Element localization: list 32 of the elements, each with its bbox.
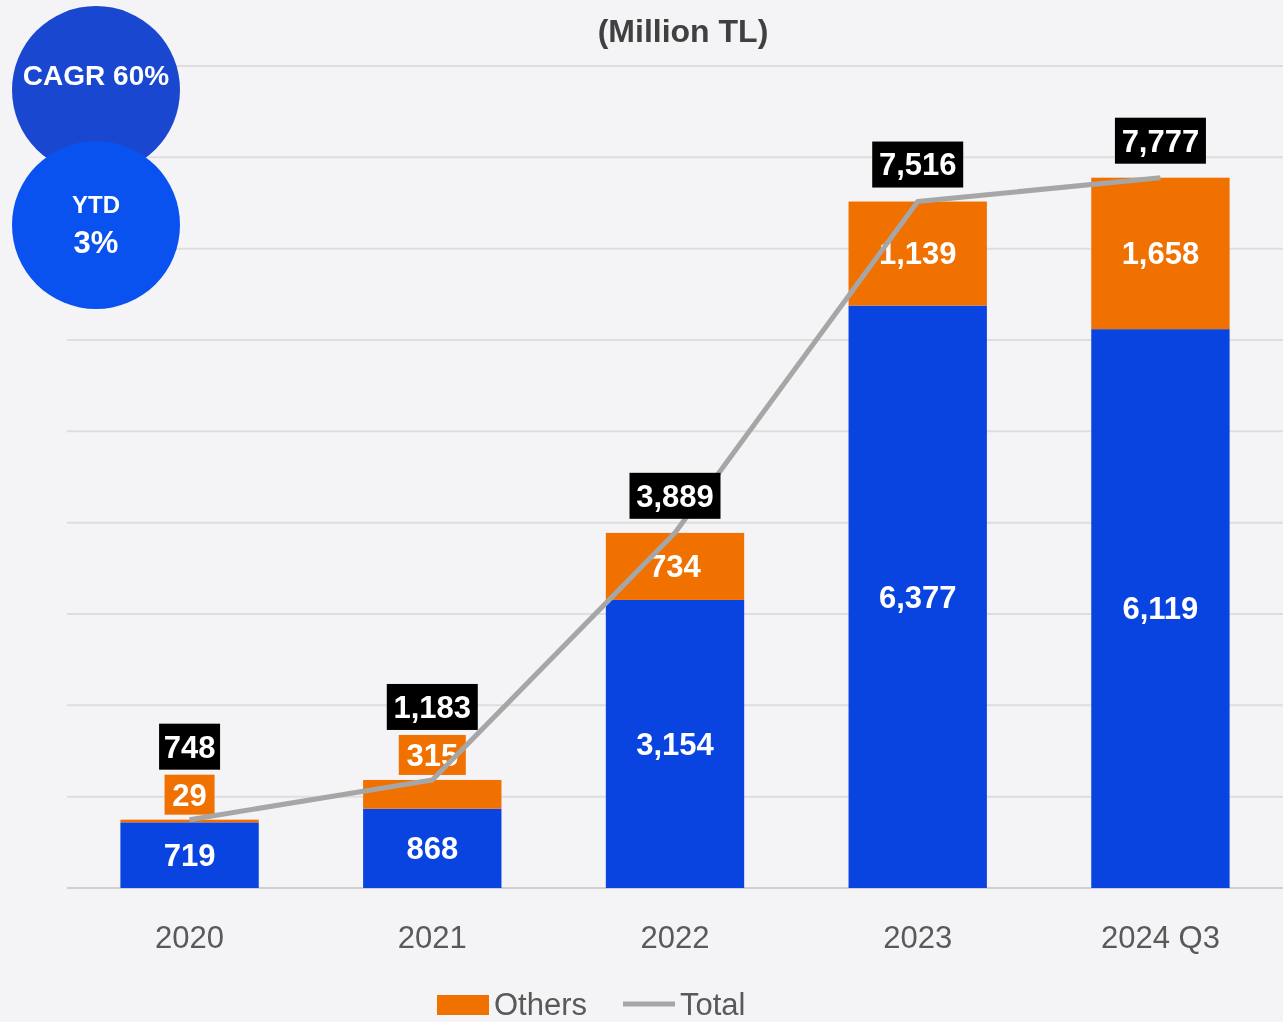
data-label: 1,183 — [393, 689, 472, 725]
data-label: 7,516 — [878, 147, 957, 183]
data-label: 1,139 — [878, 236, 957, 272]
x-tick-label: 2020 — [155, 919, 225, 955]
data-label: 29 — [172, 777, 207, 813]
data-label: 1,658 — [1121, 236, 1200, 272]
chart-title: (Million TL) — [597, 13, 769, 49]
x-tick-label: 2022 — [640, 919, 710, 955]
annotation: YTD 3% — [72, 191, 120, 260]
data-label: 7,777 — [1121, 123, 1200, 159]
x-tick-label: 2023 — [883, 919, 953, 955]
legend-label: Others — [494, 986, 588, 1022]
x-tick-label: 2021 — [397, 919, 467, 955]
data-label: 719 — [163, 838, 216, 874]
bar — [605, 599, 745, 888]
bar — [1091, 329, 1230, 888]
annotation: CAGR 60% — [22, 59, 170, 91]
bar — [363, 808, 502, 888]
bar — [363, 779, 502, 809]
data-label: 6,377 — [878, 579, 957, 615]
bar — [848, 305, 987, 888]
x-tick-label: 2024 Q3 — [1100, 919, 1220, 955]
data-label: 6,119 — [1122, 591, 1199, 627]
bar — [1091, 177, 1230, 330]
data-label: 734 — [649, 549, 702, 585]
data-label: 748 — [163, 729, 216, 765]
bar — [120, 822, 259, 888]
data-label: 3,154 — [636, 726, 715, 762]
bar — [848, 201, 987, 306]
data-label: 3,889 — [636, 478, 714, 514]
data-label: 868 — [406, 831, 459, 867]
legend-label: Total — [680, 986, 746, 1022]
